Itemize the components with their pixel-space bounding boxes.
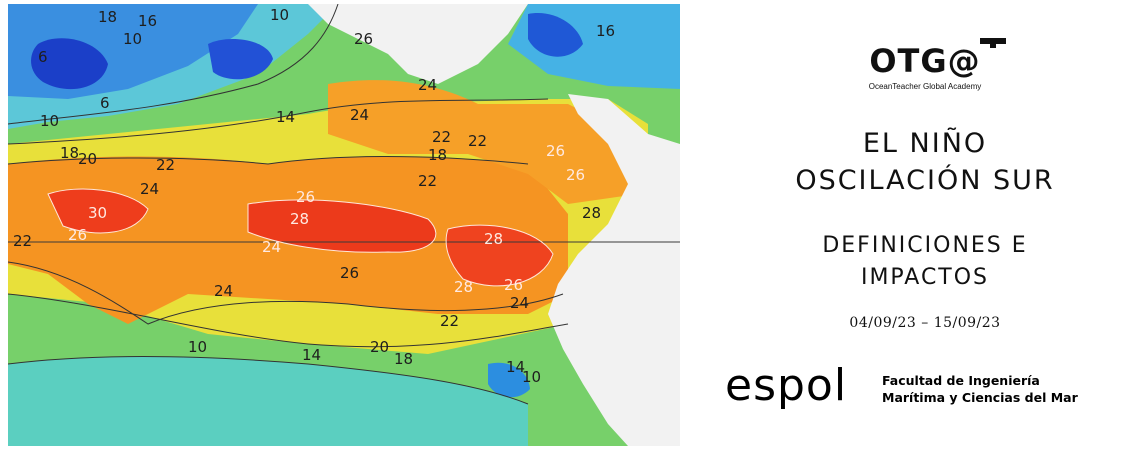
- otga-logo: OTG@: [840, 36, 1010, 96]
- contour-label: 26: [504, 276, 523, 294]
- faculty-line-2: Marítima y Ciencias del Mar: [882, 390, 1078, 405]
- hot-core-west: [48, 189, 148, 233]
- contour-label: 10: [270, 6, 289, 24]
- contour-label: 24: [418, 76, 437, 94]
- contour-label: 16: [138, 12, 157, 30]
- contour-label: 18: [394, 350, 413, 368]
- warm-patch-north: [328, 80, 638, 204]
- contour-label: 22: [440, 312, 459, 330]
- contour-label: 26: [340, 264, 359, 282]
- faculty-line-1: Facultad de Ingeniería: [882, 373, 1040, 388]
- contour-label: 14: [302, 346, 321, 364]
- otga-logo-text: OTG@: [869, 42, 981, 80]
- course-subtitle-line-2: IMPACTOS: [860, 265, 990, 290]
- contour-label: 22: [432, 128, 451, 146]
- contour-label: 28: [454, 278, 473, 296]
- contour-label: 24: [350, 106, 369, 124]
- contour-label: 6: [100, 94, 110, 112]
- cold-core-northeast: [528, 13, 583, 57]
- contour-label: 22: [13, 232, 32, 250]
- course-info-panel: OTG@ OceanTeacher Global Academy EL NIÑO…: [690, 0, 1140, 450]
- hot-core-east: [446, 225, 553, 286]
- contour-label: 24: [140, 180, 159, 198]
- course-title-line-1: EL NIÑO: [862, 128, 988, 159]
- contour-label: 16: [596, 22, 615, 40]
- contour-label: 26: [68, 226, 87, 244]
- contour-label: 24: [510, 294, 529, 312]
- contour-label: 18: [60, 144, 79, 162]
- contour-label: 22: [468, 132, 487, 150]
- contour-label: 30: [88, 204, 107, 222]
- graduation-cap-icon: [980, 38, 1006, 44]
- cool-patch-south: [488, 362, 530, 398]
- contour-lines-light: [47, 188, 554, 287]
- contour-label: 24: [214, 282, 233, 300]
- contour-label: 22: [156, 156, 175, 174]
- contour-label: 18: [98, 8, 117, 26]
- hot-core-central: [248, 199, 436, 253]
- contour-label: 20: [370, 338, 389, 356]
- contour-label: 28: [290, 210, 309, 228]
- contour-label: 28: [582, 204, 601, 222]
- contour-label: 14: [276, 108, 295, 126]
- contour-label: 26: [354, 30, 373, 48]
- cool-region-south: [8, 356, 528, 446]
- contour-lines: [8, 4, 569, 405]
- sea-surface-temperature-map: 18 16 10 10 6 6 10 14 18 20 22 24 26 28 30 26 22 24 26 28 28…: [8, 4, 680, 446]
- contour-label: 18: [428, 146, 447, 164]
- contour-label: 10: [123, 30, 142, 48]
- contour-label: 10: [522, 368, 541, 386]
- contour-label: 6: [38, 48, 48, 66]
- contour-label: 20: [78, 150, 97, 168]
- contour-label: 10: [188, 338, 207, 356]
- espol-logo: espol: [725, 360, 848, 411]
- course-title-line-2: OSCILACIÓN SUR: [795, 165, 1055, 196]
- contour-label: 10: [40, 112, 59, 130]
- faculty-name: Facultad de Ingeniería Marítima y Cienci…: [882, 372, 1078, 406]
- contour-label: 24: [262, 238, 281, 256]
- course-subtitle-line-1: DEFINICIONES E: [822, 233, 1028, 258]
- land-cuba-region: [408, 14, 478, 44]
- contour-label: 26: [566, 166, 585, 184]
- cold-core-deep: [31, 38, 108, 90]
- contour-label: 28: [484, 230, 503, 248]
- contour-label: 14: [506, 358, 525, 376]
- contour-label: 22: [418, 172, 437, 190]
- contour-label: 26: [546, 142, 565, 160]
- land-south-america: [548, 94, 680, 446]
- contour-label: 26: [296, 188, 315, 206]
- course-dates: 04/09/23 – 15/09/23: [849, 315, 1001, 331]
- otga-subtitle: OceanTeacher Global Academy: [868, 82, 982, 91]
- cold-core-deep-2: [208, 39, 273, 80]
- land-north-america: [308, 4, 528, 84]
